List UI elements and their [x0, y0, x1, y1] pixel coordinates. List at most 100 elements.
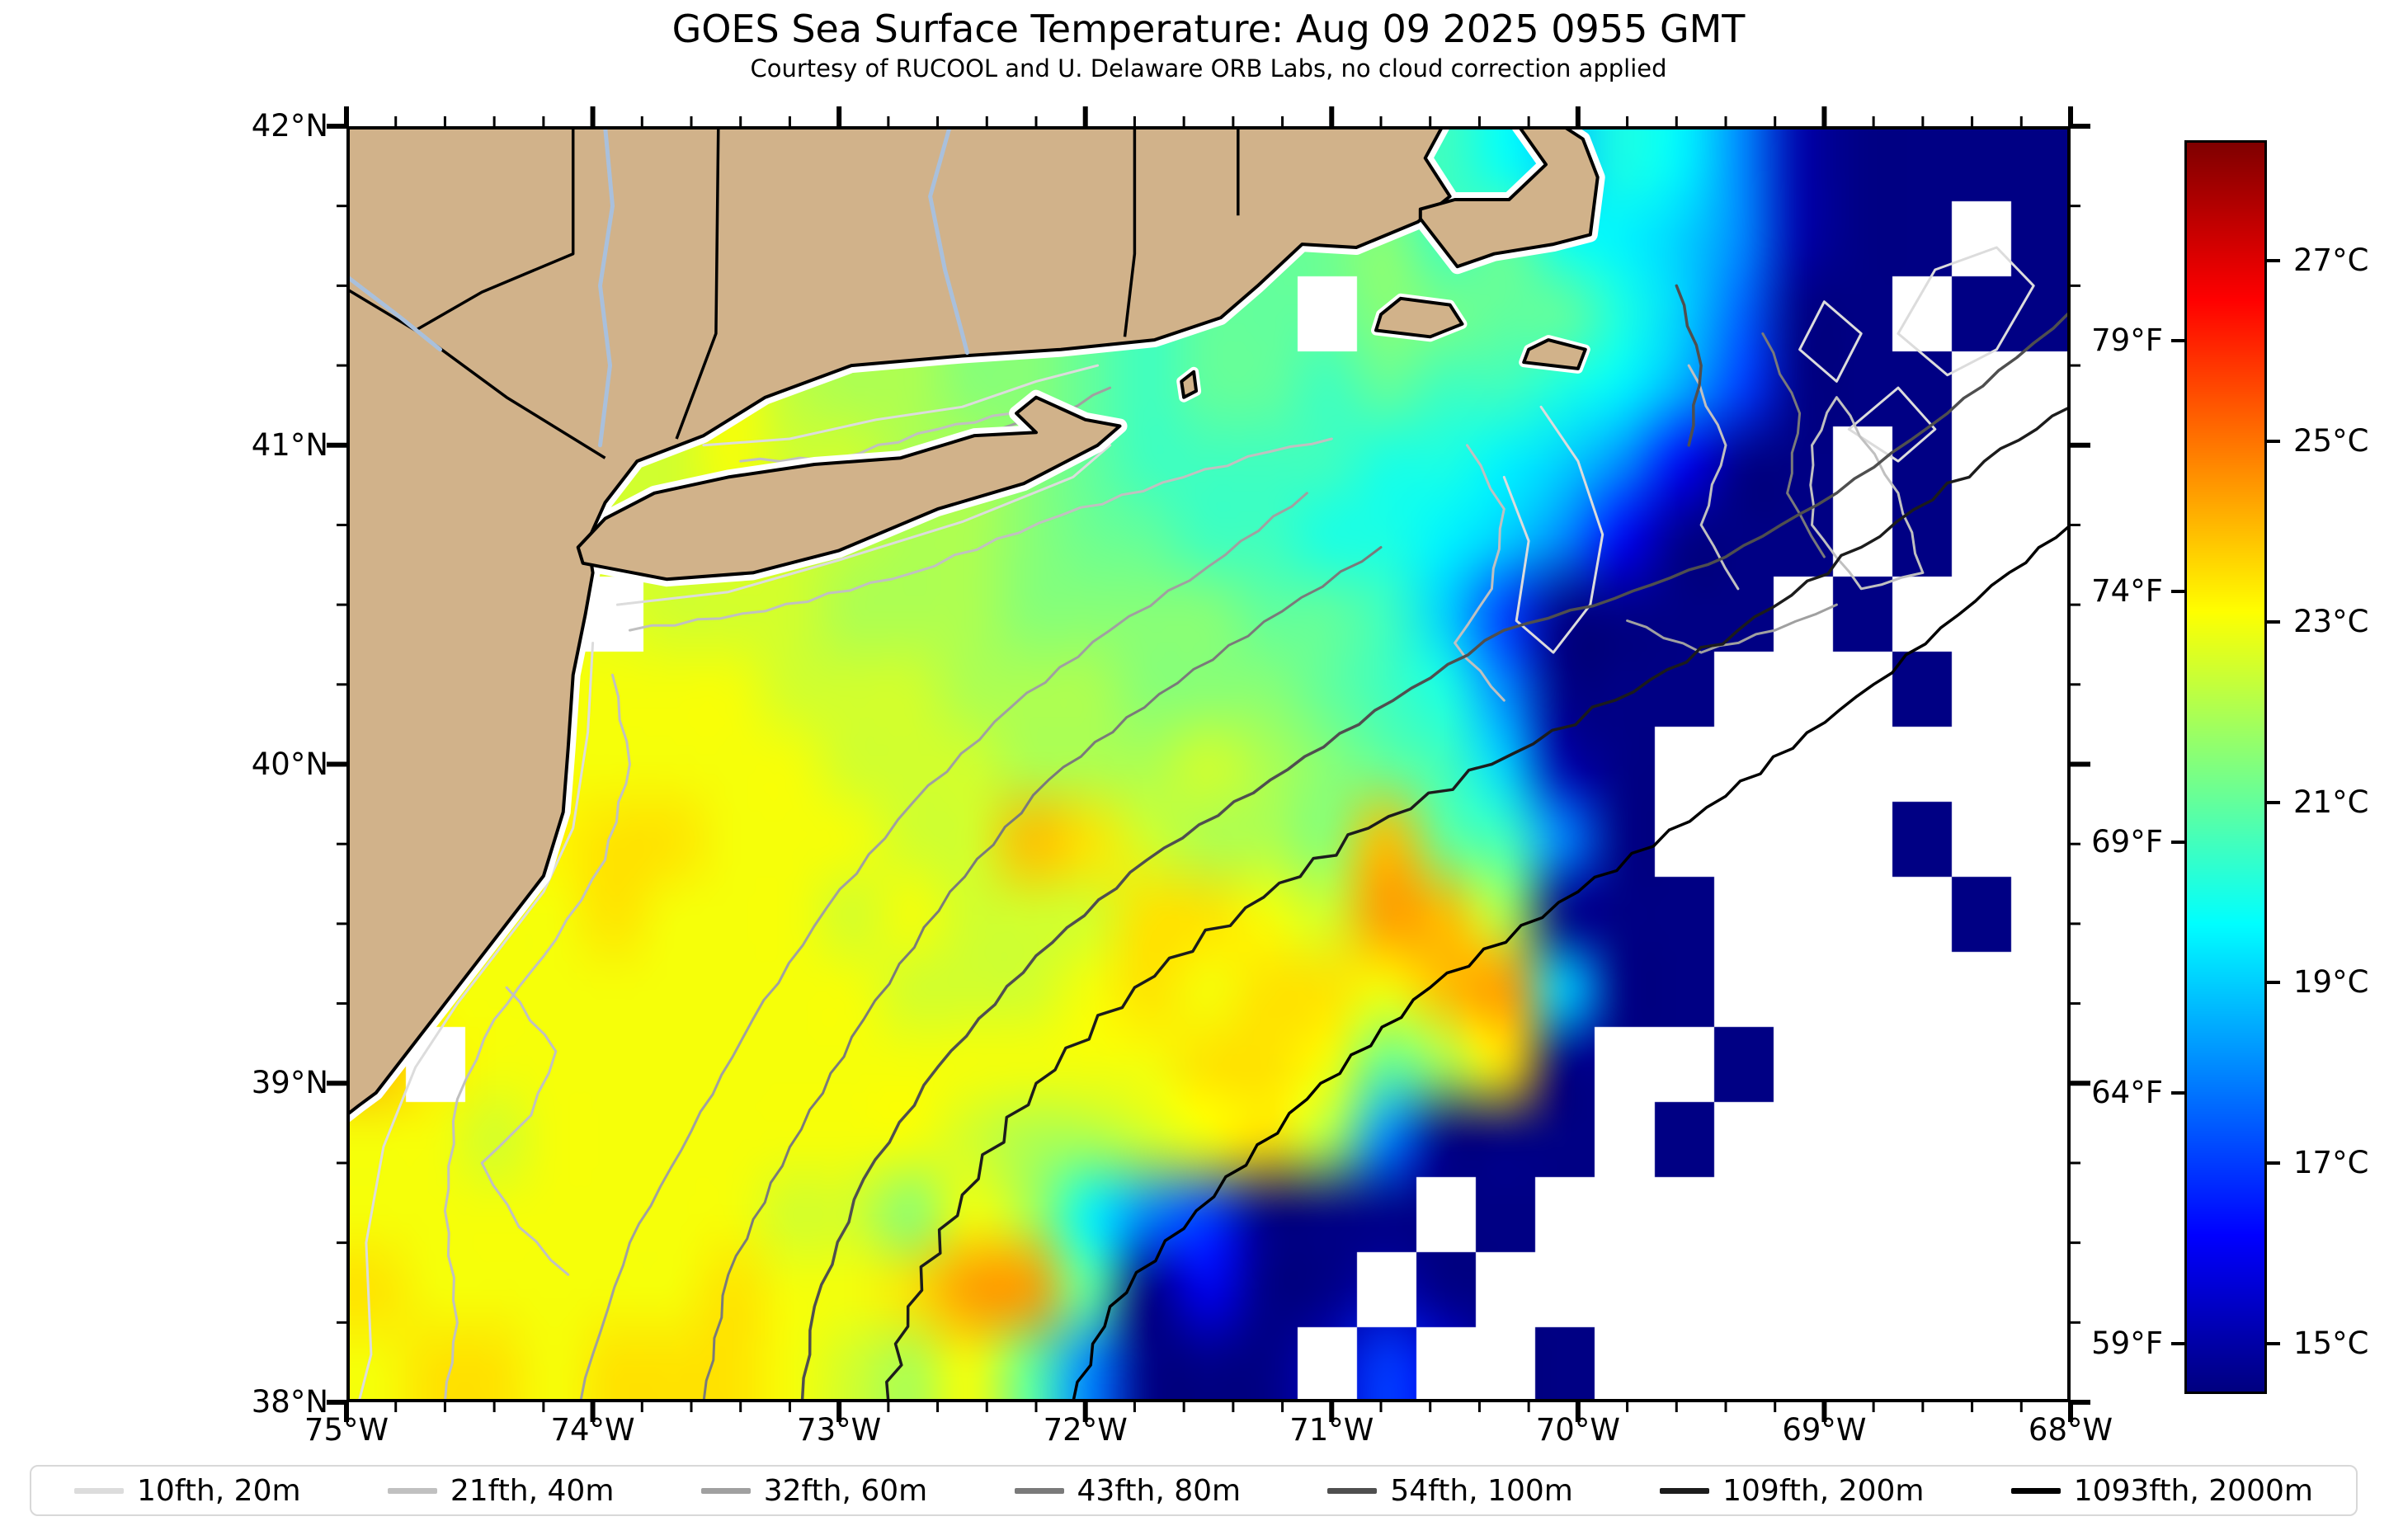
colorbar-label-celsius: 27°C [2293, 242, 2369, 278]
legend-item-1093fth-2000m: 1093fth, 2000m [2010, 1473, 2313, 1508]
colorbar-tick-fahrenheit [2171, 1091, 2184, 1095]
bathymetry-contour-21fth-40m [1687, 364, 1740, 591]
legend-label: 1093fth, 2000m [2073, 1473, 2313, 1508]
bathymetry-contour-10fth-20m [702, 364, 1100, 447]
colorbar-label-fahrenheit: 79°F [2091, 323, 2163, 359]
figure-title: GOES Sea Surface Temperature: Aug 09 202… [671, 7, 1746, 51]
bathymetry-contour-21fth-40m [1809, 396, 1925, 591]
legend-label: 43fth, 80m [1077, 1473, 1242, 1508]
river-line-2 [346, 274, 442, 352]
legend-label: 109fth, 200m [1722, 1473, 1925, 1508]
bathymetry-contour-10fth-20m [1847, 386, 1937, 463]
legend-line-swatch [1660, 1487, 1710, 1494]
y-tick-label: 41°N [251, 426, 328, 463]
bathymetry-contour-10fth-20m [1897, 246, 2035, 377]
figure-subtitle: Courtesy of RUCOOL and U. Delaware ORB L… [750, 54, 1667, 82]
y-tick-label: 39°N [251, 1065, 328, 1101]
land-cape_cod [1418, 126, 1600, 269]
colorbar-label-fahrenheit: 74°F [2091, 573, 2163, 610]
legend-label: 32fth, 60m [763, 1473, 928, 1508]
y-tick-label: 40°N [251, 746, 328, 782]
land-long_island [576, 395, 1122, 582]
colorbar-label-fahrenheit: 64°F [2091, 1075, 2163, 1111]
colorbar-tick-celsius [2267, 258, 2280, 262]
legend-line-swatch [74, 1487, 124, 1494]
legend-line-swatch [2010, 1487, 2061, 1494]
land-block-island [1180, 370, 1199, 399]
bathymetry-contour-21fth-40m [739, 412, 1013, 463]
colorbar-tick-celsius [2267, 800, 2280, 804]
state-border-line-0 [346, 287, 606, 459]
x-tick-label: 68°W [2028, 1412, 2113, 1448]
land-marthas-vineyard [1374, 296, 1464, 339]
colorbar-label-celsius: 21°C [2293, 784, 2369, 820]
colorbar-label-celsius: 17°C [2293, 1145, 2369, 1181]
state-border-line-3 [1123, 126, 1137, 337]
colorbar-tick-fahrenheit [2171, 841, 2184, 845]
legend-line-swatch [387, 1487, 437, 1494]
colorbar-tick-celsius [2267, 1342, 2280, 1346]
colorbar-tick-celsius [2267, 981, 2280, 985]
bathymetry-contour-10fth-20m [1798, 300, 1863, 383]
x-tick-label: 73°W [797, 1412, 882, 1448]
bathymetry-contour-21fth-40m [480, 986, 570, 1276]
bathymetry-contour-109fth-200m [885, 405, 2071, 1402]
legend-item-32fth-60m: 32fth, 60m [700, 1473, 928, 1508]
colorbar-label-fahrenheit: 69°F [2091, 824, 2163, 860]
legend-label: 21fth, 40m [450, 1473, 615, 1508]
bathymetry-contour-1093fth-2000m [1072, 523, 2071, 1402]
river-line-1 [928, 126, 969, 356]
colorbar-tick-fahrenheit [2171, 1342, 2184, 1346]
x-tick-label: 70°W [1535, 1412, 1620, 1448]
bathymetry-legend: 10fth, 20m 21fth, 40m 32fth, 60m 43fth, 80m… [30, 1465, 2358, 1516]
legend-item-109fth-200m: 109fth, 200m [1660, 1474, 1924, 1508]
bathymetry-contour-54fth-100m [800, 309, 2071, 1402]
bathymetry-contour-10fth-20m [357, 642, 595, 1402]
land-nantucket [1522, 338, 1587, 370]
river-line-0 [597, 126, 615, 448]
legend-label: 10fth, 20m [137, 1473, 301, 1508]
plot-frame [346, 126, 2071, 1402]
legend-item-43fth-80m: 43fth, 80m [1014, 1473, 1242, 1508]
bathymetry-contour-54fth-100m [1675, 284, 1703, 447]
colorbar-label-celsius: 15°C [2293, 1326, 2369, 1362]
bathymetry-contour-43fth-80m [702, 546, 1383, 1402]
colorbar-label-celsius: 19°C [2293, 964, 2369, 1001]
colorbar-tick-fahrenheit [2171, 339, 2184, 343]
axes-frame-and-ticks [327, 106, 2090, 1422]
x-tick-label: 69°W [1782, 1412, 1867, 1448]
colorbar-tick-celsius [2267, 439, 2280, 443]
coastline-contour-overlay [346, 126, 2071, 1402]
x-tick-label: 71°W [1289, 1412, 1374, 1448]
colorbar-tick-celsius [2267, 1161, 2280, 1166]
map-plot-area [327, 106, 2090, 1422]
bathymetry-contour-10fth-20m [1502, 405, 1604, 654]
bathymetry-contour-32fth-60m [1626, 603, 1838, 654]
bathymetry-contour-21fth-40m [1454, 444, 1505, 702]
colorbar [2184, 140, 2267, 1394]
colorbar-label-celsius: 25°C [2293, 422, 2369, 459]
colorbar-tick-fahrenheit [2171, 590, 2184, 594]
legend-line-swatch [1327, 1487, 1378, 1494]
colorbar-label-fahrenheit: 59°F [2091, 1326, 2163, 1362]
bathymetry-contour-43fth-80m [1761, 332, 1826, 558]
legend-item-10fth-20m: 10fth, 20m [74, 1474, 301, 1508]
legend-item-21fth-40m: 21fth, 40m [387, 1473, 615, 1508]
y-tick-label: 38°N [251, 1384, 328, 1420]
colorbar-label-celsius: 23°C [2293, 603, 2369, 639]
y-tick-label: 42°N [251, 108, 328, 144]
x-tick-label: 75°W [304, 1412, 389, 1448]
x-tick-label: 72°W [1043, 1412, 1128, 1448]
colorbar-gradient-canvas [2187, 143, 2264, 1392]
colorbar-tick-celsius [2267, 619, 2280, 624]
bathymetry-contour-32fth-60m [579, 492, 1308, 1402]
legend-item-54fth-100m: 54fth, 100m [1327, 1473, 1573, 1508]
bathymetry-contour-10fth-20m [615, 444, 1112, 606]
bathymetry-contour-21fth-40m [628, 437, 1333, 632]
state-border-line-1 [414, 126, 575, 332]
legend-label: 54fth, 100m [1390, 1473, 1573, 1508]
legend-line-swatch [1014, 1487, 1064, 1494]
state-border-line-2 [675, 126, 720, 440]
x-tick-label: 74°W [550, 1412, 635, 1448]
legend-line-swatch [700, 1487, 751, 1494]
